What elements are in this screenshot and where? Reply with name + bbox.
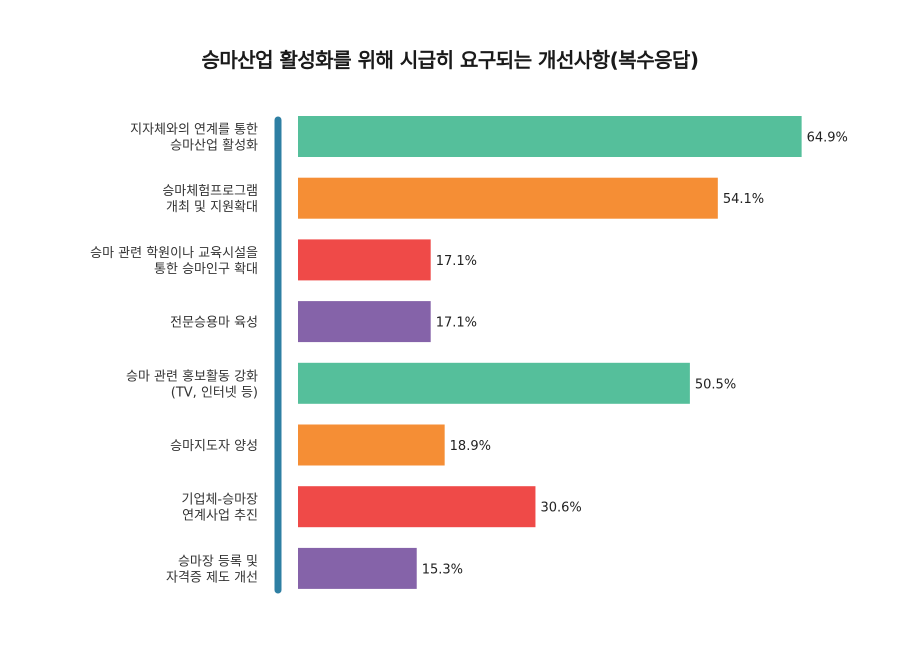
- category-label-5-line-2: (TV, 인터넷 등): [171, 385, 258, 400]
- category-label-8-line-1: 승마장 등록 및: [178, 554, 258, 569]
- value-label-5: 50.5%: [695, 377, 736, 392]
- category-label-7-line-1: 기업체-승마장: [182, 493, 258, 508]
- bar-5: [298, 362, 690, 404]
- value-label-8: 15.3%: [422, 562, 463, 577]
- category-label-1-line-1: 지자체와의 연계를 통한: [130, 123, 258, 138]
- bar-7: [298, 486, 536, 528]
- bar-3: [298, 239, 431, 281]
- category-label-4-line-1: 전문승용마 육성: [170, 316, 258, 331]
- bar-4: [298, 301, 431, 343]
- value-label-2: 54.1%: [723, 192, 764, 207]
- bar-1: [298, 116, 802, 157]
- value-label-4: 17.1%: [436, 316, 477, 331]
- category-label-5-line-1: 승마 관련 홍보활동 강화: [126, 369, 258, 384]
- value-label-6: 18.9%: [450, 439, 491, 454]
- category-label-3-line-2: 통한 승마인구 확대: [154, 262, 258, 277]
- value-label-3: 17.1%: [436, 254, 477, 269]
- category-label-1-line-2: 승마산업 활성화: [170, 139, 258, 154]
- category-label-8-line-2: 자격증 제도 개선: [166, 570, 258, 585]
- category-label-2-line-2: 개최 및 지원확대: [166, 200, 258, 215]
- value-label-1: 64.9%: [807, 131, 848, 146]
- value-label-7: 30.6%: [540, 501, 581, 516]
- category-label-7-line-2: 연계사업 추진: [182, 509, 258, 524]
- category-label-3-line-1: 승마 관련 학원이나 교육시설을: [90, 246, 258, 261]
- bar-6: [298, 424, 445, 466]
- category-label-2-line-1: 승마체험프로그램: [162, 184, 258, 199]
- bar-2: [298, 177, 718, 219]
- chart-title: 승마산업 활성화를 위해 시급히 요구되는 개선사항(복수응답): [201, 48, 699, 72]
- category-label-6-line-1: 승마지도자 양성: [170, 439, 258, 454]
- bar-8: [298, 547, 417, 589]
